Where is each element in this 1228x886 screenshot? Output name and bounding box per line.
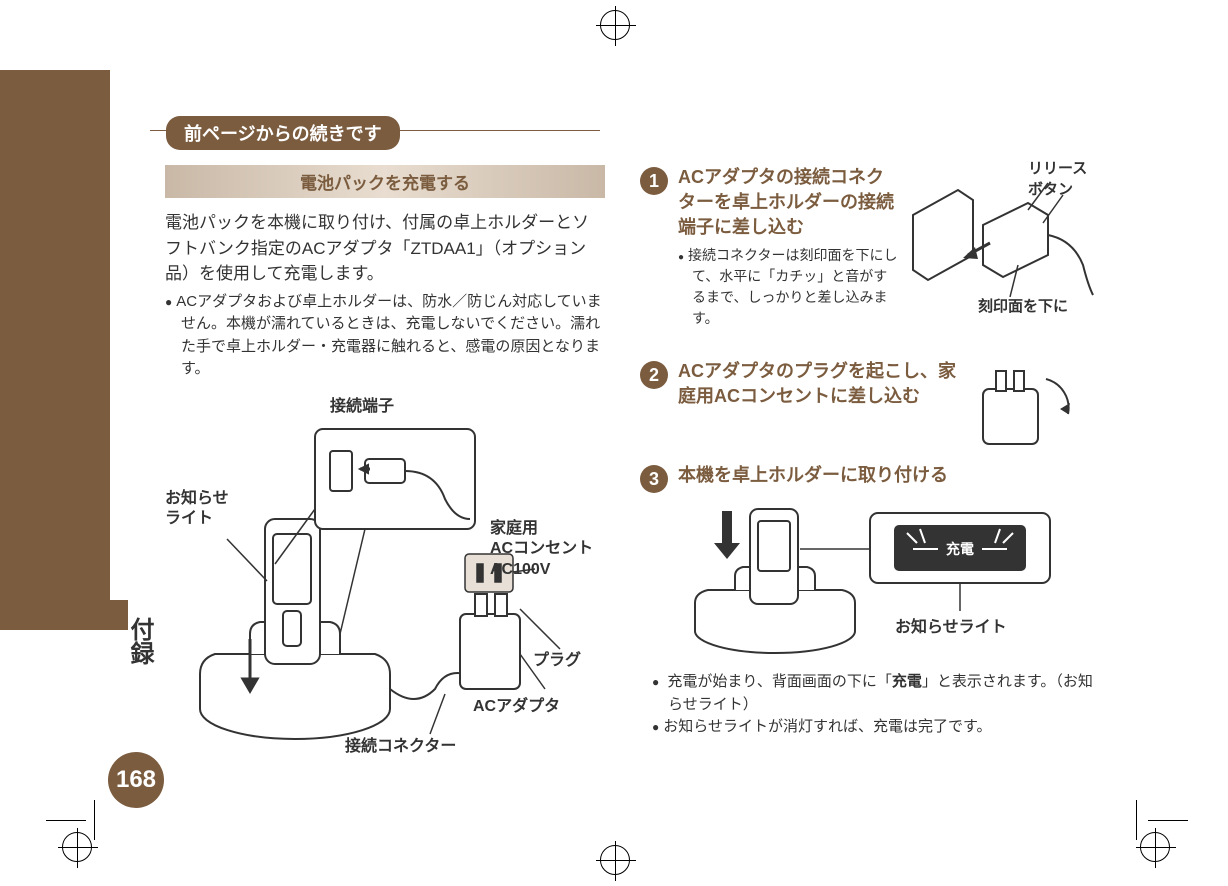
label-plug: プラグ	[533, 651, 581, 672]
step-3-sub1-bold: 充電	[892, 673, 922, 690]
crop-mark-icon	[1148, 820, 1188, 821]
crop-mark-icon	[46, 820, 86, 821]
crop-mark-icon	[600, 10, 630, 40]
crop-mark-icon	[94, 800, 95, 840]
step-number-badge: 1	[640, 167, 668, 195]
label-ac-outlet: 家庭用 ACコンセント AC100V	[490, 519, 593, 581]
step-3-title: 本機を卓上ホルダーに取り付ける	[678, 463, 948, 493]
step-3: 3 本機を卓上ホルダーに取り付ける	[640, 463, 1100, 739]
label-mark-side-down: 刻印面を下に	[978, 295, 1068, 316]
right-column: 1 ACアダプタの接続コネクターを卓上ホルダーの接続端子に差し込む 接続コネクタ…	[640, 165, 1100, 753]
label-release-button: リリース ボタン	[1028, 157, 1087, 199]
section-label: 付録	[122, 617, 157, 665]
continuation-banner: 前ページからの続きです	[166, 116, 400, 150]
crop-mark-icon	[600, 845, 630, 875]
label-notify-light-step3: お知らせライト	[895, 613, 1007, 637]
intro-warning-bullet: ACアダプタおよび卓上ホルダーは、防水／防じん対応していません。本機が濡れている…	[165, 291, 605, 381]
step-number-badge: 3	[640, 465, 668, 493]
step-2-title: ACアダプタのプラグを起こし、家庭用ACコンセントに差し込む	[678, 359, 968, 409]
label-connector: 接続コネクター	[345, 737, 456, 758]
step-2: 2 ACアダプタのプラグを起こし、家庭用ACコンセントに差し込む	[640, 359, 1100, 449]
crop-mark-icon	[1140, 832, 1170, 862]
crop-mark-icon	[1136, 800, 1137, 840]
step-2-figure	[968, 359, 1088, 449]
step-1-title: ACアダプタの接続コネクターを卓上ホルダーの接続端子に差し込む	[678, 165, 898, 241]
page-number-badge: 168	[108, 752, 164, 808]
intro-paragraph: 電池パックを本機に取り付け、付属の卓上ホルダーとソフトバンク指定のACアダプタ「…	[165, 210, 605, 287]
label-terminal: 接続端子	[330, 397, 394, 418]
subheading-charge-battery: 電池パックを充電する	[165, 165, 605, 198]
step-1-sub: 接続コネクターは刻印面を下にして、水平に「カチッ」と音がするまで、しっかりと差し…	[678, 245, 898, 329]
step-1-figure: リリース ボタン 刻印面を下に	[898, 165, 1098, 345]
step-number-badge: 2	[640, 361, 668, 389]
step-3-sub1-pre: 充電が始まり、背面画面の下に「	[667, 673, 891, 690]
step-3-bullet-1: 充電が始まり、背面画面の下に「充電」と表示されます。（お知らせライト）	[652, 671, 1100, 716]
step-3-figure: 充電 お知らせライト	[640, 501, 1070, 661]
charging-text: 充電	[946, 541, 974, 557]
left-column: 電池パックを充電する 電池パックを本機に取り付け、付属の卓上ホルダーとソフトバン…	[165, 165, 605, 769]
sidebar-bar	[0, 70, 110, 630]
crop-mark-icon	[62, 832, 92, 862]
step-3-bullet-2: お知らせライトが消灯すれば、充電は完了です。	[652, 716, 991, 739]
step-1: 1 ACアダプタの接続コネクターを卓上ホルダーの接続端子に差し込む 接続コネクタ…	[640, 165, 1100, 345]
label-notify-light: お知らせ ライト	[165, 489, 229, 531]
main-diagram: 接続端子 お知らせ ライト 家庭用 ACコンセント AC100V プラグ ACア…	[165, 389, 605, 769]
label-ac-adapter: ACアダプタ	[473, 697, 560, 718]
